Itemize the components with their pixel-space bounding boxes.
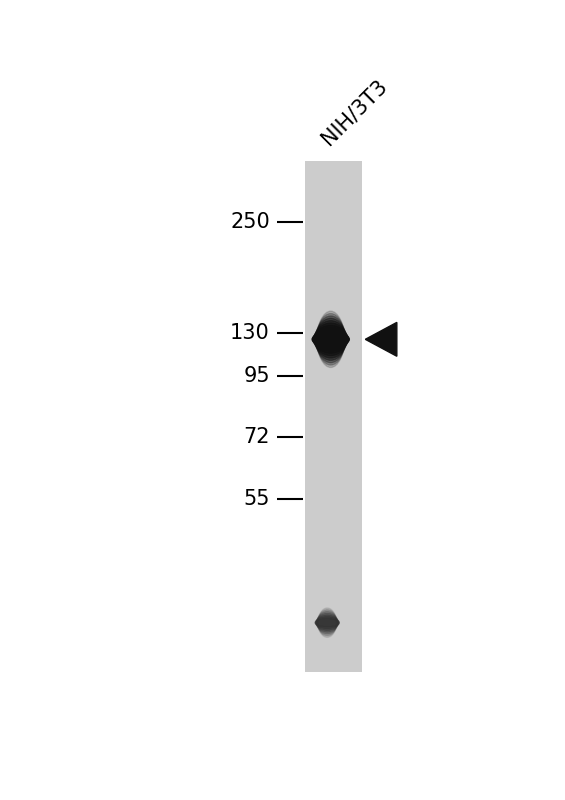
Ellipse shape [316,613,338,632]
Text: 72: 72 [244,426,270,446]
Ellipse shape [318,610,337,636]
Ellipse shape [316,617,339,629]
Ellipse shape [318,608,336,638]
Ellipse shape [312,333,349,346]
Ellipse shape [316,316,345,362]
Text: NIH/3T3: NIH/3T3 [318,75,391,148]
Ellipse shape [314,323,347,355]
Bar [305,161,362,672]
Ellipse shape [316,615,338,630]
Polygon shape [366,322,397,356]
Text: 95: 95 [244,366,270,386]
Ellipse shape [316,314,345,365]
Ellipse shape [314,326,347,354]
Ellipse shape [315,318,346,360]
Ellipse shape [317,311,344,367]
Text: 250: 250 [230,212,270,232]
Ellipse shape [317,611,337,634]
Text: 55: 55 [244,490,270,510]
Text: 130: 130 [230,323,270,343]
Ellipse shape [315,618,339,627]
Ellipse shape [315,321,346,358]
Ellipse shape [313,328,348,351]
Ellipse shape [312,330,349,349]
